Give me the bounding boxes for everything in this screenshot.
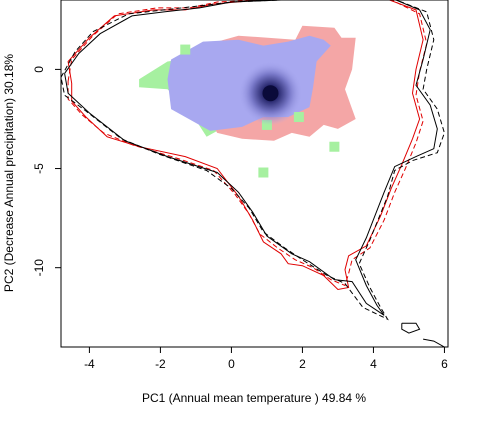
y-axis: 0 -5 -10 [32, 66, 61, 277]
x-tick-label: 0 [228, 357, 235, 371]
red-dashed-outline [67, 0, 428, 287]
plot-area [61, 0, 445, 347]
plot-frame [60, 0, 449, 348]
y-tick-label: -5 [32, 163, 46, 174]
x-axis: -4 -2 0 2 4 6 [84, 347, 448, 371]
green-blob [293, 111, 304, 122]
black-dashed-outline [61, 0, 445, 321]
x-tick-label: 6 [441, 357, 448, 371]
y-axis-title: PC2 (Decrease Annual precipitation) 30.1… [2, 54, 16, 292]
green-blob [329, 141, 340, 152]
green-blob [258, 167, 269, 178]
density-peak [262, 85, 279, 102]
x-axis-title: PC1 (Annual mean temperature ) 49.84 % [142, 391, 366, 405]
x-tick-label: -4 [84, 357, 95, 371]
y-tick-label: 0 [32, 66, 46, 73]
x-tick-label: 4 [370, 357, 377, 371]
green-blob [180, 44, 191, 55]
x-tick-label: -2 [155, 357, 166, 371]
corner-black-outline [423, 338, 445, 347]
x-tick-label: 2 [299, 357, 306, 371]
y-tick-label: -10 [32, 259, 46, 277]
small-black-outline [401, 322, 421, 334]
black-solid-outline [64, 0, 438, 316]
